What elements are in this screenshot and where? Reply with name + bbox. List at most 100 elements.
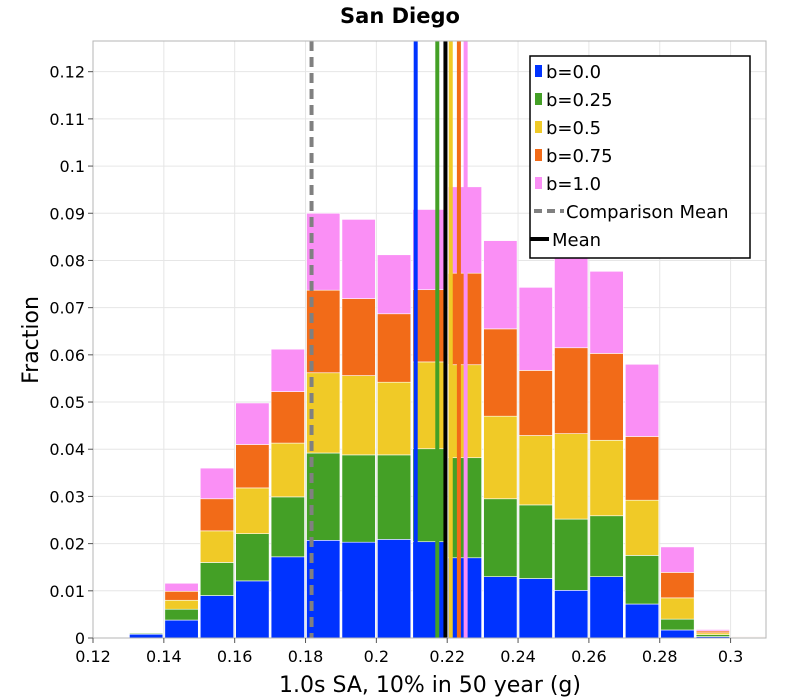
x-tick-label: 0.16 [217, 647, 253, 666]
bar-segment [625, 555, 660, 605]
bar-segment [341, 298, 376, 376]
bar-segment [270, 442, 305, 498]
bar-segment [589, 353, 624, 441]
x-tick-label: 0.3 [718, 647, 743, 666]
y-tick-label: 0.12 [49, 63, 85, 82]
x-tick-label: 0.28 [642, 647, 678, 666]
bar-segment [199, 467, 234, 500]
bar-segment [341, 541, 376, 639]
x-tick-label: 0.18 [288, 647, 324, 666]
bar-segment [235, 402, 270, 445]
bar-segment [270, 391, 305, 444]
y-tick-label: 0.04 [49, 440, 85, 459]
y-tick-label: 0.11 [49, 110, 85, 129]
bar-segment [199, 530, 234, 563]
bar-segment [377, 254, 412, 315]
legend-label: Mean [552, 230, 601, 251]
bar-segment [341, 375, 376, 456]
y-tick-label: 0.02 [49, 535, 85, 554]
bar-segment [412, 289, 447, 363]
bar-segment [483, 240, 518, 330]
bar-segment [589, 439, 624, 517]
bar-segment [518, 287, 553, 371]
legend-item: b=0.25 [535, 90, 613, 111]
plot-border [92, 40, 767, 639]
y-tick-label: 0.06 [49, 346, 85, 365]
legend-swatch [535, 93, 542, 105]
bar-segment [164, 590, 199, 601]
x-tick-label: 0.14 [146, 647, 182, 666]
bar-segment [199, 595, 234, 639]
bar-segment [589, 515, 624, 577]
x-axis-ticks: 0.12 0.14 0.16 0.18 0.2 0.22 0.24 0.26 0.28 0.3 [75, 638, 743, 666]
y-tick-label: 0.01 [49, 582, 85, 601]
legend: b=0.0 b=0.25 b=0.5 b=0.75 b=1.0 Comparison Me… [529, 55, 751, 259]
bar-segment [270, 348, 305, 392]
y-axis-label: Fraction [19, 296, 44, 384]
bar-segment [554, 590, 589, 639]
bar-segment [660, 546, 695, 573]
y-tick-label: 0 [75, 629, 85, 648]
x-tick-label: 0.12 [75, 647, 111, 666]
bar-segment [341, 454, 376, 543]
bar-segment [235, 444, 270, 489]
bar-segment [625, 603, 660, 639]
bar-segment [270, 496, 305, 558]
bar-segment [660, 618, 695, 631]
legend-item: b=0.0 [535, 62, 601, 83]
y-tick-label: 0.05 [49, 393, 85, 412]
bar-segment [554, 433, 589, 520]
bar-segment [377, 454, 412, 540]
bar-segment [518, 370, 553, 436]
mean-lines [309, 41, 468, 638]
bar-segment [412, 361, 447, 450]
legend-box [529, 55, 751, 259]
bar-segment [695, 629, 730, 632]
bar-segment [377, 313, 412, 383]
y-tick-label: 0.1 [60, 157, 85, 176]
legend-item: Comparison Mean [534, 202, 729, 223]
bar-segment [235, 580, 270, 639]
bar-segment [554, 249, 589, 349]
bar-segment [164, 582, 199, 592]
bar-segment [518, 504, 553, 579]
bar-segment [412, 541, 447, 639]
bar-segment [377, 381, 412, 456]
legend-swatch [535, 177, 542, 189]
x-tick-label: 0.22 [429, 647, 465, 666]
bar-segment [377, 539, 412, 639]
bar-segment [625, 499, 660, 556]
x-axis-label: 1.0s SA, 10% in 50 year (g) [279, 673, 581, 698]
y-tick-label: 0.09 [49, 204, 85, 223]
bar-segment [483, 576, 518, 639]
bar-segment [129, 633, 164, 639]
legend-label: b=0.75 [546, 146, 613, 167]
legend-label: b=0.5 [546, 118, 601, 139]
bar-segment [554, 347, 589, 434]
bar-segment [235, 487, 270, 535]
legend-swatch [535, 65, 542, 77]
bar-segment [164, 608, 199, 621]
bar-segment [660, 572, 695, 599]
bar-segment [625, 436, 660, 501]
bar-segment [625, 363, 660, 437]
bar-segment [483, 498, 518, 577]
bar-segment [412, 448, 447, 543]
bar-segment [235, 533, 270, 582]
legend-label: b=0.0 [546, 62, 601, 83]
bar-segment [660, 597, 695, 620]
x-tick-label: 0.24 [500, 647, 536, 666]
bar-segment [518, 578, 553, 639]
legend-swatch [535, 149, 542, 161]
legend-item: b=0.5 [535, 118, 601, 139]
bar-segment [412, 209, 447, 291]
legend-label: b=1.0 [546, 174, 601, 195]
x-tick-label: 0.2 [364, 647, 389, 666]
x-tick-label: 0.26 [571, 647, 607, 666]
y-tick-label: 0.03 [49, 487, 85, 506]
bar-segment [164, 599, 199, 610]
legend-label: Comparison Mean [566, 202, 729, 223]
legend-item: b=0.75 [535, 146, 613, 167]
bar-segment [270, 556, 305, 639]
